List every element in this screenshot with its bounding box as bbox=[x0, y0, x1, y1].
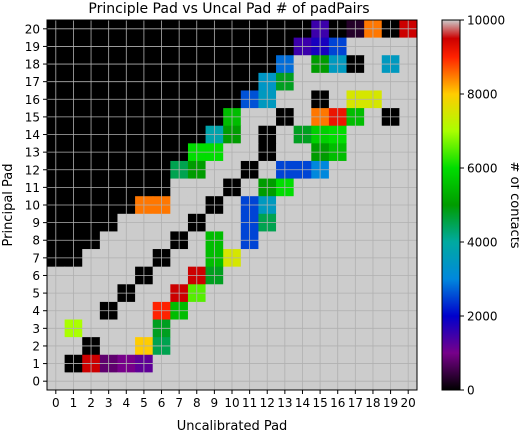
colorbar-tick-label: 8000 bbox=[467, 88, 498, 102]
x-tick-label: 15 bbox=[312, 396, 327, 410]
colorbar-tick-label: 10000 bbox=[467, 14, 505, 28]
x-tick-label: 0 bbox=[52, 396, 60, 410]
y-tick-label: 5 bbox=[32, 287, 40, 301]
y-tick-label: 19 bbox=[25, 40, 40, 54]
y-tick-label: 20 bbox=[25, 22, 40, 36]
y-tick-label: 7 bbox=[32, 251, 40, 265]
y-tick-label: 17 bbox=[25, 75, 40, 89]
x-tick-label: 17 bbox=[348, 396, 363, 410]
x-tick-label: 9 bbox=[211, 396, 219, 410]
colorbar-tick-label: 4000 bbox=[467, 236, 498, 250]
y-tick-label: 8 bbox=[32, 234, 40, 248]
y-tick-label: 1 bbox=[32, 357, 40, 371]
x-tick-label: 12 bbox=[260, 396, 275, 410]
x-tick-label: 6 bbox=[158, 396, 166, 410]
x-tick-label: 20 bbox=[401, 396, 416, 410]
x-tick-label: 10 bbox=[224, 396, 239, 410]
y-tick-label: 2 bbox=[32, 339, 40, 353]
x-tick-label: 3 bbox=[105, 396, 113, 410]
x-tick-label: 5 bbox=[140, 396, 148, 410]
x-tick-label: 18 bbox=[365, 396, 380, 410]
colorbar-tick-label: 2000 bbox=[467, 310, 498, 324]
y-tick-label: 3 bbox=[32, 322, 40, 336]
y-tick-label: 12 bbox=[25, 163, 40, 177]
x-axis-ticks: 0 1 2 3 4 5 6 7 8 9 10 11 12 13 14 15 16 17 18 19 20 bbox=[52, 390, 416, 410]
x-tick-label: 7 bbox=[175, 396, 183, 410]
y-tick-label: 9 bbox=[32, 216, 40, 230]
y-tick-label: 10 bbox=[25, 199, 40, 213]
y-tick-label: 18 bbox=[25, 58, 40, 72]
x-tick-label: 13 bbox=[277, 396, 292, 410]
x-tick-label: 11 bbox=[242, 396, 257, 410]
y-tick-label: 4 bbox=[32, 304, 40, 318]
y-tick-label: 6 bbox=[32, 269, 40, 283]
colorbar-ticks: 0 2000 4000 6000 8000 10000 bbox=[460, 14, 505, 398]
grid-lines bbox=[47, 20, 417, 390]
x-tick-label: 8 bbox=[193, 396, 201, 410]
colorbar bbox=[441, 19, 461, 391]
colorbar-tick-label: 0 bbox=[467, 384, 475, 398]
x-tick-label: 14 bbox=[295, 396, 310, 410]
y-tick-label: 16 bbox=[25, 93, 40, 107]
chart-title: Principle Pad vs Uncal Pad # of padPairs bbox=[88, 1, 369, 17]
y-tick-label: 0 bbox=[32, 375, 40, 389]
y-tick-label: 14 bbox=[25, 128, 40, 142]
y-tick-label: 15 bbox=[25, 110, 40, 124]
x-tick-label: 4 bbox=[122, 396, 130, 410]
y-tick-label: 11 bbox=[25, 181, 40, 195]
y-tick-label: 13 bbox=[25, 146, 40, 160]
y-axis-label: Principal Pad bbox=[1, 163, 16, 246]
x-tick-label: 1 bbox=[70, 396, 78, 410]
x-tick-label: 2 bbox=[87, 396, 95, 410]
x-tick-label: 19 bbox=[383, 396, 398, 410]
colorbar-label: # of contacts bbox=[507, 161, 519, 248]
colorbar-tick-label: 6000 bbox=[467, 162, 498, 176]
x-tick-label: 16 bbox=[330, 396, 345, 410]
x-axis-label: Uncalibrated Pad bbox=[177, 419, 288, 433]
